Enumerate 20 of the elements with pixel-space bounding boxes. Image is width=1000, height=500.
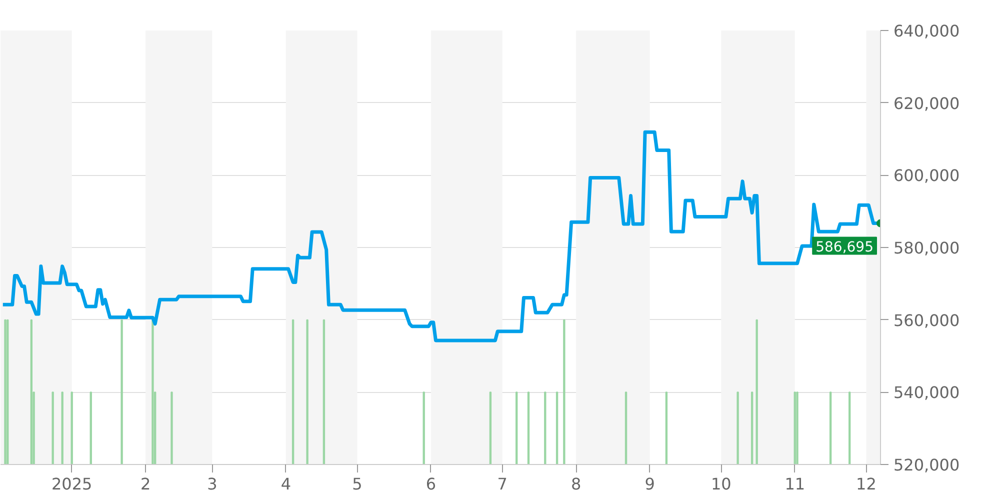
y-tick-label: 600,000 — [894, 166, 960, 186]
x-tick-label: 2025 — [51, 474, 92, 494]
y-tick-label: 580,000 — [894, 238, 960, 258]
y-tick-label: 620,000 — [894, 94, 960, 113]
x-tick-label: 2 — [140, 474, 151, 494]
x-tick-label: 5 — [352, 474, 362, 494]
y-tick-label: 560,000 — [894, 310, 960, 330]
x-tick-label: 7 — [497, 474, 508, 494]
x-tick-label: 10 — [710, 474, 732, 494]
y-tick-label: 640,000 — [894, 22, 960, 40]
annotation: 586,695 — [816, 239, 874, 256]
x-tick-label: 11 — [784, 474, 806, 494]
y-tick-label: 520,000 — [894, 456, 960, 474]
x-tick-label: 4 — [280, 474, 292, 494]
x-tick-label: 8 — [570, 474, 582, 494]
y-tick-label: 540,000 — [894, 383, 960, 402]
x-tick-label: 9 — [644, 474, 655, 494]
x-tick-label: 3 — [207, 474, 218, 494]
x-tick-label: 6 — [426, 474, 436, 494]
x-tick-label: 12 — [856, 474, 876, 494]
